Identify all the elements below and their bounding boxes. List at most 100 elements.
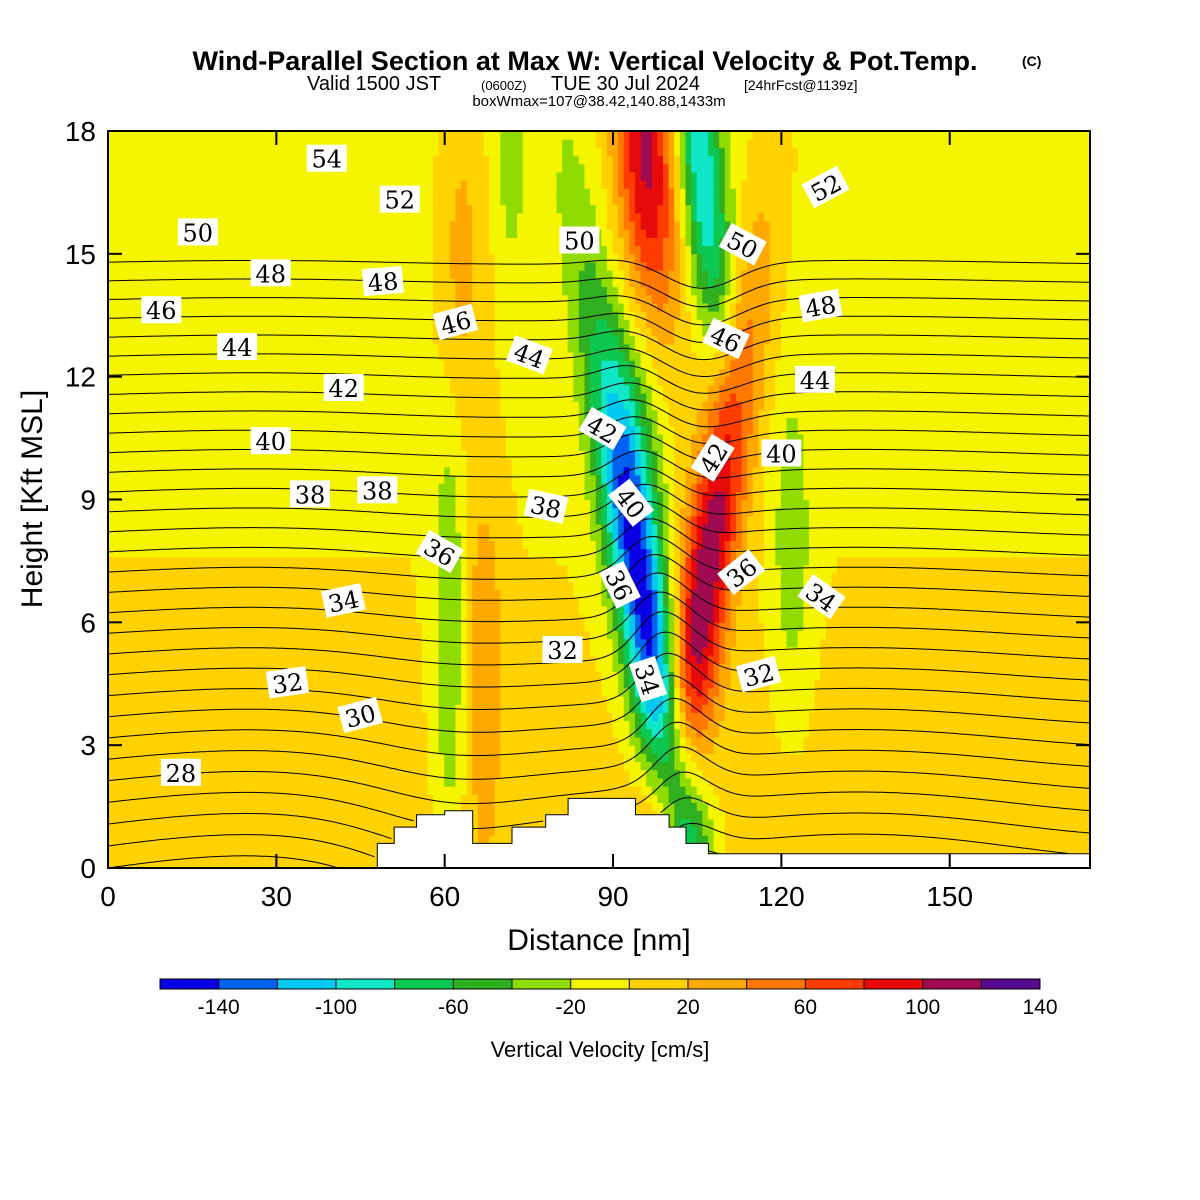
- w-cell: [713, 187, 721, 198]
- w-cell: [719, 793, 1090, 803]
- theta-contour-line: [108, 483, 1090, 518]
- w-cell: [685, 236, 693, 247]
- w-cell: [741, 466, 749, 476]
- w-cell: [657, 507, 665, 517]
- w-cell: [685, 531, 693, 541]
- w-cell: [825, 630, 1090, 640]
- w-cell: [741, 269, 771, 279]
- w-cell: [466, 449, 507, 460]
- w-cell: [674, 482, 687, 492]
- terrain: [108, 797, 1091, 869]
- w-cell: [724, 654, 732, 664]
- w-cell: [461, 425, 507, 435]
- w-cell: [651, 441, 665, 451]
- w-cell: [500, 131, 524, 140]
- w-cell: [707, 630, 715, 640]
- w-cell: [640, 138, 653, 148]
- w-cell: [500, 662, 597, 672]
- w-cell: [663, 245, 676, 255]
- w-cell: [691, 269, 698, 279]
- w-cell: [735, 548, 749, 558]
- w-cell: [618, 179, 625, 189]
- w-cell: [713, 621, 721, 632]
- w-cell: [461, 646, 468, 656]
- w-cell: [786, 630, 799, 640]
- w-cell: [584, 376, 592, 386]
- w-cell: [702, 687, 709, 697]
- w-cell: [764, 400, 777, 410]
- w-cell: [466, 728, 474, 738]
- w-cell: [466, 711, 474, 722]
- w-cell: [629, 392, 636, 402]
- w-cell: [416, 613, 440, 623]
- w-cell: [629, 138, 642, 148]
- w-cell: [735, 621, 766, 632]
- w-cell: [455, 212, 474, 222]
- w-cell: [500, 670, 603, 681]
- w-cell: [522, 196, 558, 206]
- w-cell: [629, 155, 642, 165]
- w-cell: [646, 539, 653, 550]
- w-cell: [752, 482, 766, 492]
- w-cell: [466, 523, 479, 533]
- w-cell: [808, 556, 838, 566]
- w-cell: [663, 490, 670, 500]
- w-cell: [618, 531, 625, 541]
- w-cell: [803, 466, 1090, 476]
- contour-label-box: [578, 406, 627, 451]
- colorbar-swatch: [512, 979, 572, 989]
- w-cell: [691, 343, 721, 353]
- w-cell: [590, 367, 603, 378]
- w-cell: [719, 646, 726, 656]
- w-cell: [741, 187, 794, 198]
- w-cell: [651, 474, 659, 484]
- w-cell: [713, 711, 726, 722]
- w-cell: [618, 261, 631, 271]
- w-cell: [455, 400, 502, 410]
- w-cell: [556, 179, 586, 189]
- w-cell: [685, 253, 693, 263]
- w-cell: [489, 236, 564, 247]
- w-cell: [719, 253, 726, 263]
- w-cell: [646, 408, 659, 419]
- w-cell: [775, 400, 1090, 410]
- w-cell: [646, 458, 653, 468]
- w-cell: [691, 580, 698, 591]
- w-cell: [724, 842, 1090, 853]
- w-cell: [730, 441, 743, 451]
- w-cell: [500, 744, 620, 754]
- subtitle-main: Valid 1500 JST: [307, 73, 441, 95]
- w-cell: [663, 531, 670, 541]
- w-cell: [573, 589, 603, 599]
- theta-contour-line: [108, 674, 1090, 733]
- w-cell: [601, 171, 614, 181]
- w-cell: [702, 523, 726, 533]
- w-cell: [108, 376, 451, 386]
- w-cell: [685, 474, 698, 484]
- w-cell: [432, 801, 463, 812]
- w-cell: [663, 196, 670, 206]
- w-cell: [494, 253, 564, 263]
- w-cell: [623, 131, 631, 140]
- w-cell: [578, 417, 586, 427]
- w-cell: [668, 220, 676, 230]
- w-cell: [449, 228, 474, 238]
- w-cell: [764, 376, 777, 386]
- w-cell: [432, 294, 457, 304]
- w-cell: [803, 564, 838, 574]
- theta-contour-line: [108, 721, 1090, 780]
- w-cell: [674, 196, 681, 206]
- w-cell: [674, 449, 693, 460]
- w-cell: [640, 400, 648, 410]
- w-cell: [713, 212, 726, 222]
- w-cell: [769, 687, 816, 697]
- w-cell: [500, 367, 575, 378]
- w-cell: [444, 777, 457, 787]
- w-cell: [640, 245, 665, 255]
- w-cell: [719, 392, 732, 402]
- w-cell: [640, 441, 648, 451]
- w-cell: [691, 187, 698, 198]
- colorbar-swatch: [864, 979, 924, 989]
- w-cell: [696, 245, 721, 255]
- w-cell: [584, 351, 592, 361]
